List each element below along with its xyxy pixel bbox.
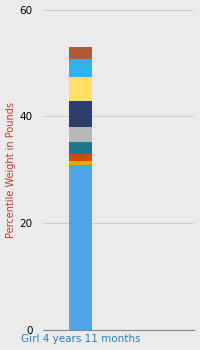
Bar (69, 142, 92, 154)
Bar (69, 59, 92, 77)
Bar (69, 102, 92, 127)
Bar (69, 164, 92, 330)
Bar (69, 77, 92, 101)
Bar (69, 154, 92, 161)
Y-axis label: Percentile Weight in Pounds: Percentile Weight in Pounds (6, 102, 16, 238)
Bar (69, 127, 92, 142)
Bar (69, 161, 92, 164)
Bar (69, 47, 92, 59)
